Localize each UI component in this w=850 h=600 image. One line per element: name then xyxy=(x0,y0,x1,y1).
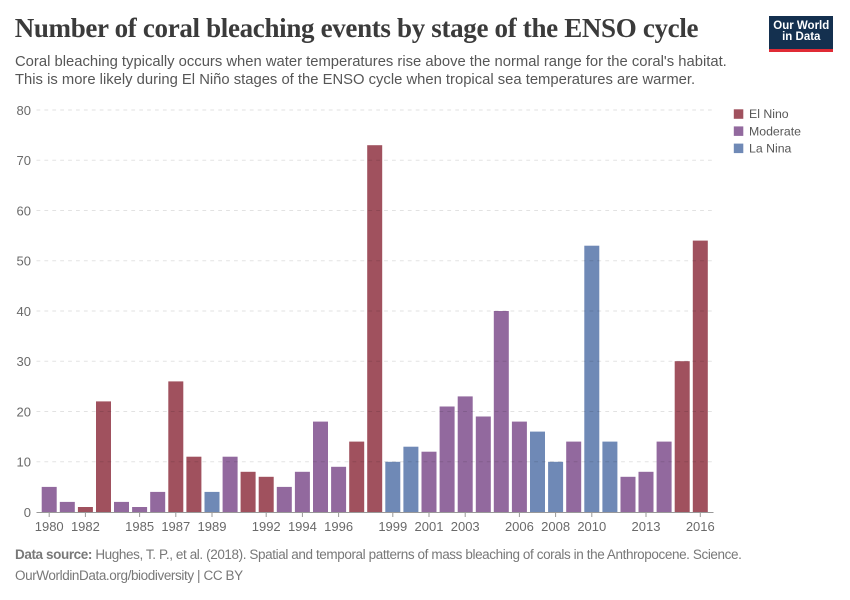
svg-text:1989: 1989 xyxy=(198,519,227,534)
svg-text:2016: 2016 xyxy=(686,519,715,534)
svg-text:2003: 2003 xyxy=(451,519,480,534)
svg-text:80: 80 xyxy=(17,103,31,118)
svg-text:40: 40 xyxy=(17,304,31,319)
svg-text:El Nino: El Nino xyxy=(749,107,789,121)
svg-text:1992: 1992 xyxy=(252,519,281,534)
svg-text:30: 30 xyxy=(17,354,31,369)
svg-text:10: 10 xyxy=(17,455,31,470)
svg-text:1987: 1987 xyxy=(161,519,190,534)
svg-text:70: 70 xyxy=(17,153,31,168)
svg-text:20: 20 xyxy=(17,404,31,419)
svg-text:1982: 1982 xyxy=(71,519,100,534)
svg-text:La Nina: La Nina xyxy=(749,142,792,156)
svg-text:1994: 1994 xyxy=(288,519,317,534)
svg-text:1999: 1999 xyxy=(378,519,407,534)
svg-text:50: 50 xyxy=(17,254,31,269)
svg-text:2013: 2013 xyxy=(632,519,661,534)
svg-text:Moderate: Moderate xyxy=(749,124,801,138)
svg-text:0: 0 xyxy=(24,505,31,520)
svg-text:2010: 2010 xyxy=(577,519,606,534)
svg-text:2008: 2008 xyxy=(541,519,570,534)
svg-text:1996: 1996 xyxy=(324,519,353,534)
svg-text:2006: 2006 xyxy=(505,519,534,534)
svg-text:1985: 1985 xyxy=(125,519,154,534)
svg-text:2001: 2001 xyxy=(415,519,444,534)
svg-text:1980: 1980 xyxy=(35,519,64,534)
svg-text:60: 60 xyxy=(17,203,31,218)
